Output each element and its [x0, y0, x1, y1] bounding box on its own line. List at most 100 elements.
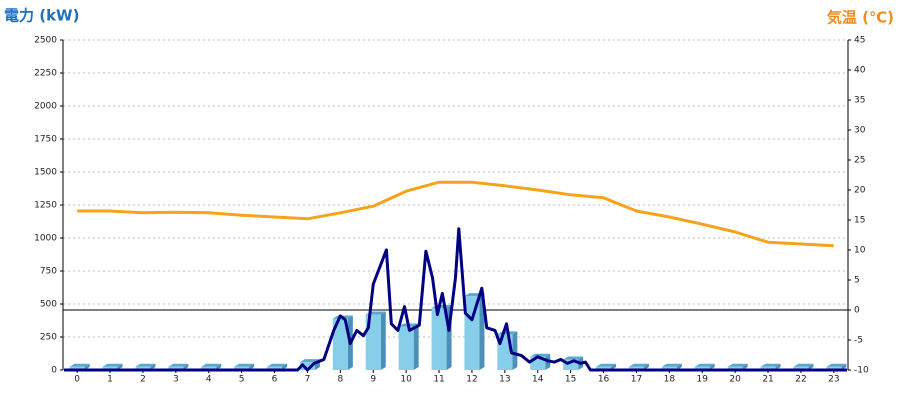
bar-side — [512, 331, 518, 370]
bar-side — [808, 363, 814, 370]
bar-top — [826, 363, 847, 367]
bar-top — [628, 363, 649, 367]
bar — [201, 366, 217, 370]
bar-top — [563, 356, 584, 360]
bar-side — [413, 323, 419, 370]
x-tick-label: 7 — [305, 375, 311, 385]
x-tick-label: 15 — [565, 375, 576, 385]
bar-side — [150, 363, 156, 370]
bar — [661, 366, 677, 370]
x-tick-label: 14 — [532, 375, 544, 385]
bar — [332, 318, 348, 370]
x-tick-label: 2 — [140, 375, 146, 385]
bar — [69, 366, 85, 370]
x-tick-label: 9 — [370, 375, 376, 385]
y-tick-label: 2000 — [34, 102, 57, 112]
y-tick-label: 1250 — [34, 201, 57, 211]
bar — [299, 362, 315, 370]
x-tick-label: 3 — [173, 375, 179, 385]
y-tick-label: 1750 — [34, 135, 57, 145]
x-tick-label: 22 — [795, 375, 806, 385]
bar-side — [183, 363, 189, 370]
y-tick-label: 250 — [40, 333, 57, 343]
line — [63, 227, 848, 372]
x-tick-label: 0 — [74, 375, 80, 385]
y-tick-label: 1000 — [34, 234, 57, 244]
bar-side — [611, 363, 617, 370]
x-tick-label: 11 — [433, 375, 444, 385]
bar — [398, 326, 414, 370]
bar-top — [168, 363, 189, 367]
bar — [694, 366, 710, 370]
y2-tick-label: 20 — [854, 186, 866, 196]
bar-side — [84, 363, 90, 370]
bar-side — [676, 363, 682, 370]
y-tick-label: 2250 — [34, 69, 57, 79]
x-tick-label: 5 — [239, 375, 245, 385]
bar-top — [102, 363, 123, 367]
bar-top — [694, 363, 715, 367]
y-axis-title: 電力 (kW) — [4, 7, 79, 25]
bar-top — [69, 363, 90, 367]
y2-tick-label: 35 — [854, 96, 865, 106]
y2-axis-title: 気温 (℃) — [827, 9, 894, 27]
x-tick-label: 10 — [400, 375, 412, 385]
y2-tick-label: 45 — [854, 36, 865, 46]
line — [77, 180, 834, 248]
y2-tick-label: 15 — [854, 216, 865, 226]
bar-side — [742, 363, 748, 370]
bar — [826, 366, 842, 370]
bar — [563, 359, 579, 370]
bar — [234, 366, 250, 370]
bar-top — [135, 363, 156, 367]
bar-top — [760, 363, 781, 367]
x-tick-label: 16 — [598, 375, 610, 385]
x-tick-label: 21 — [762, 375, 773, 385]
x-tick-label: 12 — [466, 375, 477, 385]
bar-side — [775, 363, 781, 370]
y-tick-label: 1500 — [34, 168, 57, 178]
x-tick-label: 1 — [107, 375, 113, 385]
bar-side — [841, 363, 847, 370]
bar-side — [249, 363, 255, 370]
x-tick-label: 18 — [664, 375, 676, 385]
bar-side — [282, 363, 288, 370]
y2-tick-label: 0 — [854, 306, 860, 316]
bar-side — [380, 311, 386, 370]
bar — [267, 366, 283, 370]
x-tick-label: 13 — [499, 375, 510, 385]
x-tick-label: 6 — [272, 375, 278, 385]
bar-top — [234, 363, 255, 367]
bar-top — [661, 363, 682, 367]
bar — [135, 366, 151, 370]
y2-tick-label: 5 — [854, 276, 860, 286]
x-tick-label: 8 — [337, 375, 343, 385]
y-tick-label: 2500 — [34, 36, 57, 46]
bar-side — [643, 363, 649, 370]
bar — [102, 366, 118, 370]
y-tick-label: 500 — [40, 300, 57, 310]
bar — [628, 366, 644, 370]
bar — [793, 366, 809, 370]
bar-top — [727, 363, 748, 367]
bar-top — [267, 363, 288, 367]
bar — [727, 366, 743, 370]
y2-tick-label: 30 — [854, 126, 866, 136]
bar-side — [117, 363, 123, 370]
y2-tick-label: 40 — [854, 66, 866, 76]
y-tick-label: 750 — [40, 267, 57, 277]
x-tick-label: 20 — [729, 375, 741, 385]
x-tick-label: 23 — [828, 375, 839, 385]
x-tick-label: 17 — [631, 375, 642, 385]
x-tick-label: 4 — [206, 375, 212, 385]
y-tick-label: 0 — [51, 366, 57, 376]
y2-tick-label: 10 — [854, 246, 866, 256]
bar-top — [530, 353, 551, 357]
bar — [596, 366, 612, 370]
bar — [168, 366, 184, 370]
bar-top — [299, 359, 320, 363]
x-tick-label: 19 — [697, 375, 709, 385]
bar-top — [793, 363, 814, 367]
bar-top — [201, 363, 222, 367]
